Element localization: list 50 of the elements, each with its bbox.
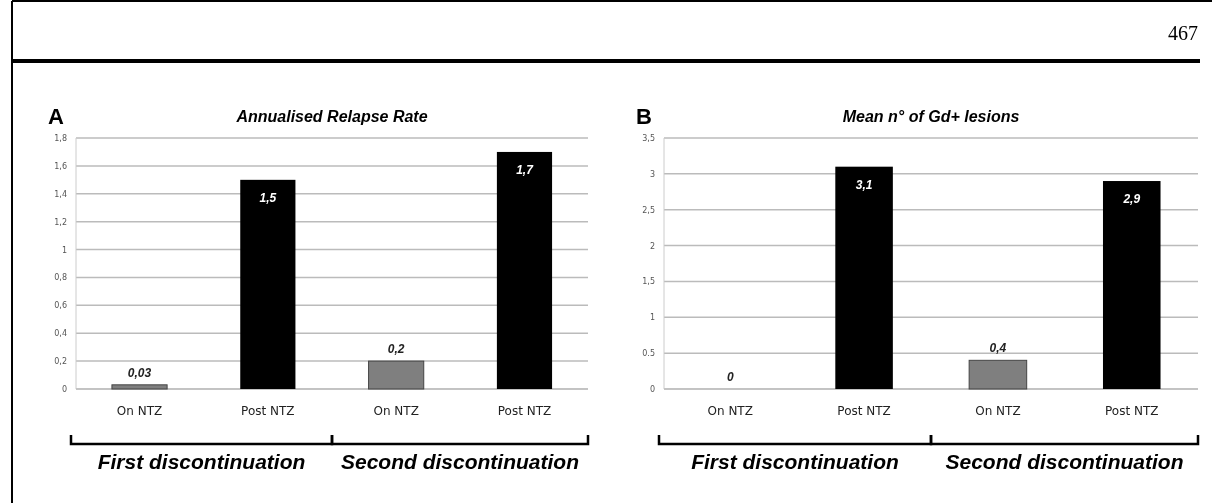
text: Second discontinuation: [340, 450, 580, 473]
bar: [240, 179, 296, 389]
x-tick-label: On NTZ: [116, 404, 163, 418]
x-tick-label: Post NTZ: [497, 404, 552, 418]
text: 467: [1168, 22, 1198, 44]
text: First discontinuation: [97, 450, 306, 473]
text: First discontinuation: [691, 450, 899, 473]
y-tick-label: 2,5: [642, 205, 655, 215]
data-label: 0,4: [989, 341, 1007, 356]
chart-title: Mean n° of Gd+ lesions: [842, 108, 1020, 125]
bar: [496, 151, 553, 389]
text: B: [636, 104, 652, 129]
bar: [835, 166, 893, 389]
bar: [1102, 181, 1161, 389]
y-tick-label: 1,5: [642, 277, 655, 287]
text: Second discontinuation: [945, 450, 1184, 473]
data-label: 1,5: [259, 190, 277, 205]
y-tick-label: 0.5: [642, 349, 655, 359]
bar: [368, 360, 425, 390]
y-tick-label: 0: [61, 385, 67, 394]
y-tick-label: 1,4: [54, 189, 67, 199]
data-label: 2,9: [1122, 192, 1141, 207]
y-tick-label: 0: [649, 385, 655, 394]
y-tick-label: 0,6: [54, 301, 67, 311]
chart-title: Annualised Relapse Rate: [235, 108, 428, 125]
y-tick-label: 1,8: [54, 134, 67, 143]
x-tick-label: On NTZ: [373, 404, 419, 418]
data-label: 0,2: [387, 342, 405, 357]
y-tick-label: 1: [61, 245, 67, 255]
data-label: 0,03: [127, 365, 152, 380]
x-tick-label: On NTZ: [975, 404, 1021, 418]
bar: [968, 359, 1028, 390]
y-tick-label: 2: [649, 241, 655, 251]
y-tick-label: 1,2: [54, 217, 67, 227]
y-tick-label: 0,2: [54, 357, 67, 367]
x-tick-label: Post NTZ: [241, 404, 295, 418]
x-tick-label: Post NTZ: [837, 404, 891, 418]
bar: [111, 384, 168, 390]
text: A: [48, 104, 64, 129]
y-tick-label: 0,8: [54, 273, 67, 283]
y-tick-label: 1: [649, 313, 655, 323]
y-tick-label: 1,6: [54, 161, 67, 171]
x-tick-label: Post NTZ: [1105, 404, 1159, 418]
data-label: 1,7: [516, 162, 535, 177]
y-tick-label: 0,4: [54, 329, 67, 339]
y-tick-label: 3,5: [642, 134, 655, 143]
x-tick-label: On NTZ: [707, 404, 753, 418]
data-label: 3,1: [855, 177, 873, 192]
y-tick-label: 3: [649, 169, 655, 179]
data-label: 0: [726, 370, 734, 384]
